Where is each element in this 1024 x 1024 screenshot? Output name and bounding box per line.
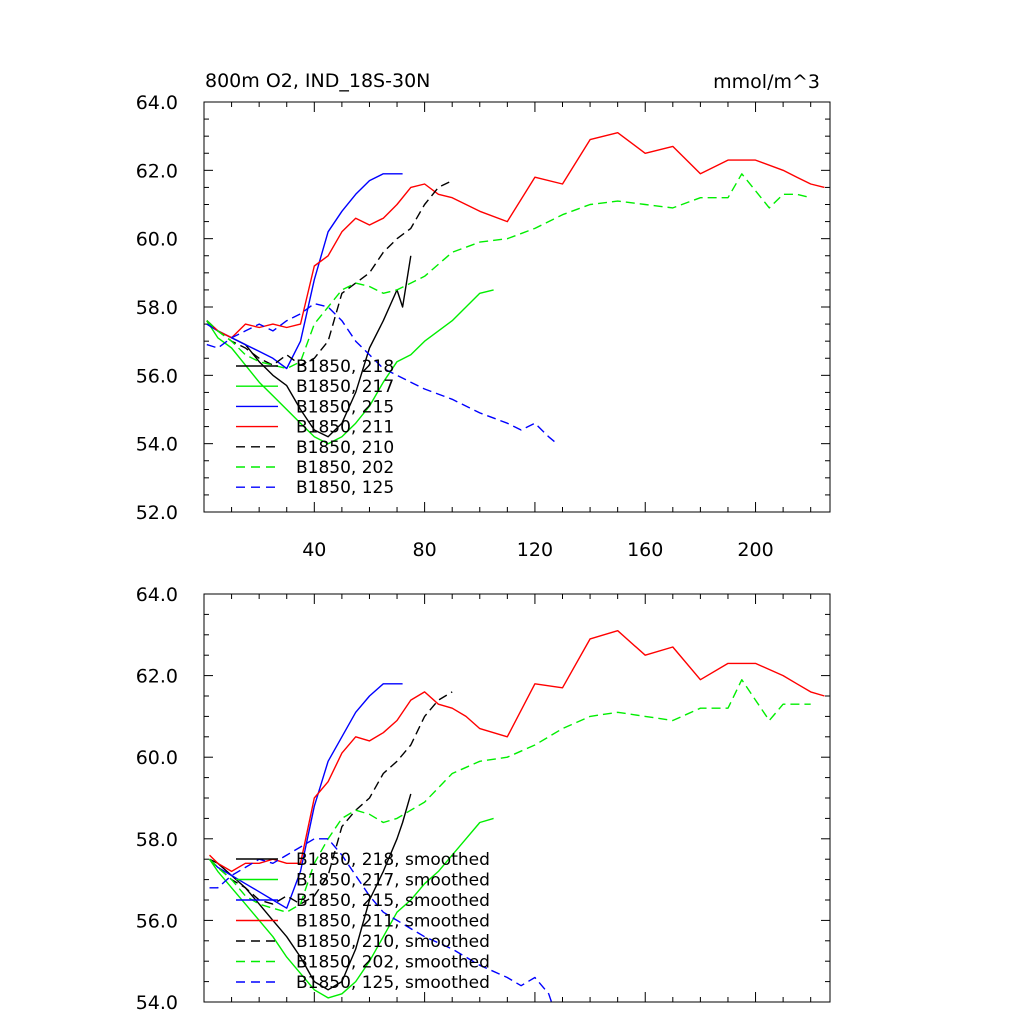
legend-label: B1850, 125, smoothed xyxy=(296,973,490,993)
x-tick-label: 120 xyxy=(517,539,553,561)
y-tick-label: 64.0 xyxy=(136,584,178,606)
legend-label: B1850, 217, smoothed xyxy=(296,871,490,891)
y-tick-label: 56.0 xyxy=(136,365,178,387)
series-line-7 xyxy=(209,838,553,1002)
legend-label: B1850, 202, smoothed xyxy=(296,953,490,973)
legend-label: B1850, 202 xyxy=(296,458,394,478)
y-tick-label: 64.0 xyxy=(136,92,178,114)
chart-title: 800m O2, IND_18S-30N xyxy=(205,70,430,92)
chart-panels: 52.0 54.0 56.0 58.0 60.0 62.0 64.0 40 80 120 160 20… xyxy=(136,92,831,1014)
y-tick-label: 60.0 xyxy=(136,747,178,769)
series-line-2 xyxy=(208,817,494,999)
series-line-5 xyxy=(206,179,453,366)
y-tick-label: 58.0 xyxy=(136,829,178,851)
y-tick-label: 60.0 xyxy=(136,229,178,251)
series-group xyxy=(206,132,825,445)
chart-panel-2: 54.0 56.0 58.0 60.0 62.0 64.0 B1850, 218, smoo… xyxy=(136,584,831,1014)
series-line-2 xyxy=(206,289,494,445)
legend-label: B1850, 218, smoothed xyxy=(296,850,490,870)
series-line-1 xyxy=(209,793,412,991)
legend-label: B1850, 125 xyxy=(296,478,394,498)
x-tick-label: 80 xyxy=(413,539,437,561)
series-line-4 xyxy=(209,630,825,873)
legend-label: B1850, 217 xyxy=(296,377,394,397)
legend-label: B1850, 211, smoothed xyxy=(296,912,490,932)
units-label: mmol/m^3 xyxy=(713,71,820,93)
x-tick-label: 160 xyxy=(627,539,663,561)
series-line-7 xyxy=(206,302,558,445)
legend-label: B1850, 211 xyxy=(296,418,394,438)
series-line-6 xyxy=(209,679,811,913)
y-tick-label: 62.0 xyxy=(136,666,178,688)
y-tick-label: 52.0 xyxy=(136,502,178,524)
chart-panel-1: 52.0 54.0 56.0 58.0 60.0 62.0 64.0 40 80 120 160 20… xyxy=(136,92,831,561)
series-group xyxy=(208,630,825,1002)
y-tick-label: 54.0 xyxy=(136,434,178,456)
legend-label: B1850, 215, smoothed xyxy=(296,891,490,911)
legend-label: B1850, 210 xyxy=(296,438,394,458)
series-line-5 xyxy=(209,691,453,905)
series-line-4 xyxy=(206,132,825,339)
legend-label: B1850, 215 xyxy=(296,397,394,417)
y-tick-label: 58.0 xyxy=(136,297,178,319)
x-tick-label: 200 xyxy=(737,539,773,561)
series-line-6 xyxy=(206,173,811,370)
y-tick-label: 54.0 xyxy=(136,992,178,1014)
series-line-3 xyxy=(206,173,403,370)
legend-label: B1850, 210, smoothed xyxy=(296,932,490,952)
y-tick-label: 62.0 xyxy=(136,160,178,182)
legend-label: B1850, 218 xyxy=(296,357,394,377)
y-tick-label: 56.0 xyxy=(136,910,178,932)
x-tick-label: 40 xyxy=(302,539,326,561)
